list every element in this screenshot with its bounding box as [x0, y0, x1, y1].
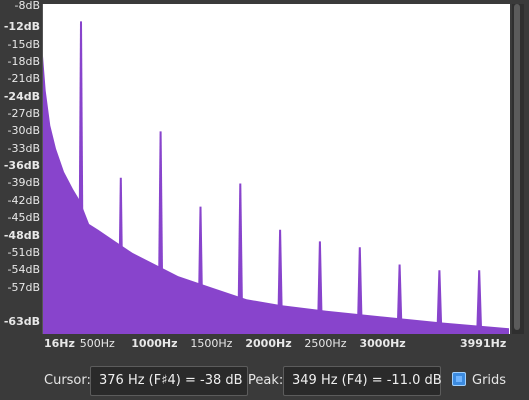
spectrum-peak-2 [117, 177, 124, 334]
grids-label[interactable]: Grids [472, 373, 507, 388]
x-tick-label: 500Hz [79, 337, 115, 350]
scrollbar-thumb[interactable] [514, 4, 520, 330]
cursor-label: Cursor: [44, 373, 91, 388]
y-tick-label: -51dB [7, 245, 41, 259]
spectrum-peak-3 [157, 131, 164, 334]
y-axis: -8dB -12dB -15dB -18dB -21dB -24dB -27dB -30dB -… [0, 0, 42, 334]
status-bar: Cursor: 376 Hz (F♯4) = -38 dB Peak: 349 … [0, 360, 529, 400]
y-tick-label: -45dB [7, 211, 41, 225]
vertical-scrollbar[interactable] [512, 4, 524, 334]
y-tick-label: -54dB [7, 263, 41, 277]
spectrum-peak-5 [237, 183, 244, 334]
x-tick-label: 1000Hz [131, 337, 178, 350]
checkbox-check-icon [456, 376, 462, 382]
y-tick-label: -21dB [7, 72, 41, 86]
spectrum-peak-9 [396, 264, 403, 334]
y-tick-label: -42dB [7, 193, 41, 207]
x-tick-label: 3000Hz [359, 337, 406, 350]
y-tick-label: -27dB [7, 107, 41, 120]
spectrum-peak-7 [316, 241, 323, 334]
spectrum-peak-4 [197, 206, 204, 334]
peak-label: Peak: [248, 373, 284, 388]
y-tick-label: -33dB [7, 141, 41, 155]
spectrum-svg[interactable] [43, 4, 509, 334]
cursor-readout-field[interactable]: 376 Hz (F♯4) = -38 dB [90, 366, 248, 396]
y-tick-label: -8dB [14, 0, 41, 12]
spectrum-peak-11 [476, 270, 483, 334]
spectrum-area [43, 56, 509, 334]
spectrum-plot[interactable] [42, 4, 510, 334]
x-axis: 16Hz 500Hz 1000Hz 1500Hz 2000Hz 2500Hz 3000Hz 3… [42, 334, 510, 354]
y-tick-label: -39dB [7, 176, 41, 190]
peak-readout-field[interactable]: 349 Hz (F4) = -11.0 dB [283, 366, 442, 396]
y-tick-label: -48dB [3, 228, 40, 242]
y-tick-label: -12dB [3, 20, 40, 34]
y-tick-label: -63dB [3, 315, 40, 329]
y-tick-label: -30dB [7, 124, 41, 138]
x-tick-label: 2000Hz [245, 337, 292, 350]
spectrum-peak-6 [277, 229, 284, 334]
spectrum-peak-10 [436, 270, 443, 334]
x-tick-label: 1500Hz [190, 337, 233, 350]
spectrum-peak-1 [78, 21, 84, 334]
spectrum-peak-8 [356, 247, 363, 334]
x-tick-label: 3991Hz [460, 337, 507, 350]
y-tick-label: -15dB [7, 37, 41, 51]
x-tick-label: 16Hz [44, 337, 75, 350]
y-tick-label: -24dB [3, 89, 40, 103]
y-tick-label: -57dB [7, 280, 41, 294]
y-tick-label: -18dB [7, 54, 41, 68]
y-tick-label: -36dB [3, 159, 40, 173]
x-tick-label: 2500Hz [304, 337, 347, 350]
grids-checkbox[interactable] [452, 372, 466, 386]
